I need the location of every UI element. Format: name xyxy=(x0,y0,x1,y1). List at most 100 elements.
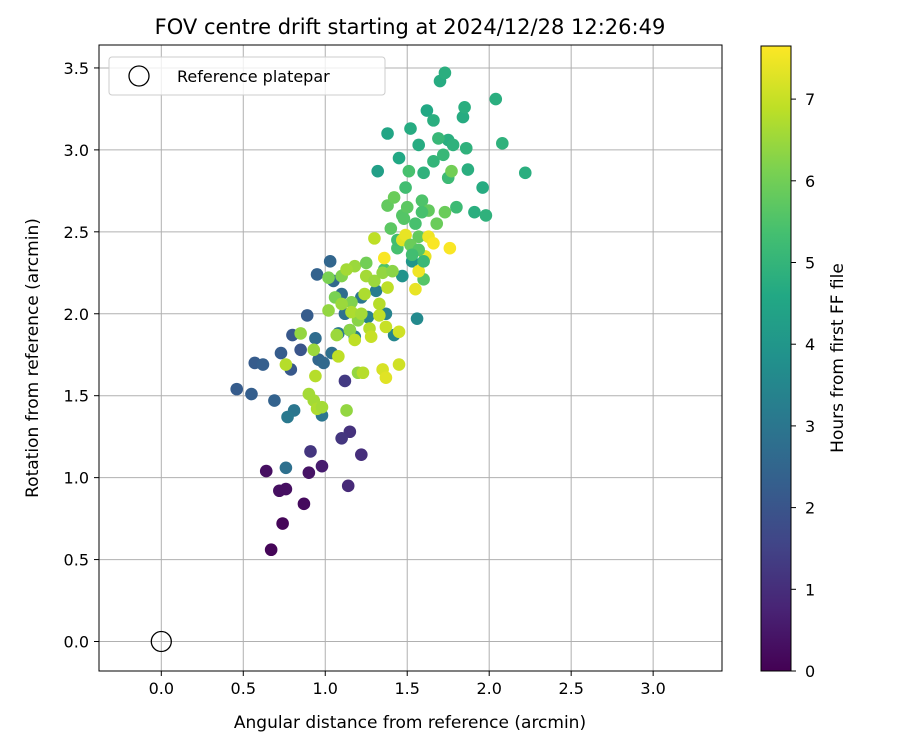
data-point xyxy=(379,320,393,334)
data-point xyxy=(294,343,307,357)
data-point xyxy=(399,228,412,242)
data-point xyxy=(412,230,425,244)
x-tick-label: 2.0 xyxy=(476,679,501,698)
data-point xyxy=(415,194,429,207)
colorbar-tick-label: 7 xyxy=(805,90,815,109)
data-point xyxy=(427,155,440,168)
data-point xyxy=(410,312,424,325)
data-point xyxy=(359,256,373,270)
data-point xyxy=(340,404,353,417)
colorbar-gradient xyxy=(760,45,792,672)
data-point xyxy=(373,309,386,322)
data-point xyxy=(317,356,330,370)
data-point xyxy=(341,479,355,493)
data-point xyxy=(335,431,348,445)
y-tick-label: 1.5 xyxy=(64,387,89,406)
data-point xyxy=(358,287,371,301)
data-point xyxy=(461,163,475,176)
data-point xyxy=(302,466,316,480)
data-point xyxy=(450,200,463,214)
data-point xyxy=(264,543,278,557)
colorbar-tick-label: 3 xyxy=(805,417,815,436)
data-point xyxy=(322,271,335,285)
data-point xyxy=(279,461,293,475)
data-point xyxy=(323,255,337,268)
data-point xyxy=(458,100,471,114)
data-point xyxy=(373,297,386,311)
data-point xyxy=(409,217,422,230)
x-tick-label: 2.5 xyxy=(558,679,583,698)
data-point xyxy=(355,307,368,321)
data-point xyxy=(343,323,357,337)
data-point xyxy=(405,248,419,262)
y-tick-label: 2.0 xyxy=(64,305,89,324)
data-point xyxy=(446,138,460,152)
x-tick-label: 1.5 xyxy=(394,679,419,698)
colorbar-ticks: 0 1 2 3 4 5 6 7 xyxy=(791,90,815,681)
data-point xyxy=(377,251,391,265)
y-axis-label: Rotation from reference (arcmin) xyxy=(23,218,43,498)
data-point xyxy=(397,212,411,226)
data-point xyxy=(402,164,416,178)
data-point xyxy=(412,264,425,278)
data-point xyxy=(430,217,444,230)
reference-platepar-point xyxy=(150,630,172,653)
data-point xyxy=(348,333,362,347)
data-point xyxy=(281,410,294,424)
data-point xyxy=(420,104,434,117)
data-point xyxy=(330,328,344,342)
data-point xyxy=(294,327,307,340)
colorbar: 0 1 2 3 4 5 6 7 Hours from first FF file xyxy=(760,45,848,681)
data-point xyxy=(399,181,412,194)
colorbar-label: Hours from first FF file xyxy=(828,263,848,453)
data-point xyxy=(256,358,270,371)
data-point xyxy=(417,255,430,268)
data-point xyxy=(279,358,293,371)
data-point xyxy=(368,274,381,288)
data-point xyxy=(400,200,414,214)
data-point xyxy=(322,304,335,317)
data-point xyxy=(356,366,370,380)
data-point xyxy=(315,459,329,473)
data-point xyxy=(268,394,281,407)
data-point xyxy=(438,205,452,219)
data-point xyxy=(307,343,321,357)
data-point xyxy=(445,164,458,178)
x-tick-label: 0.5 xyxy=(231,679,256,698)
data-point xyxy=(387,191,401,204)
y-axis-ticks: 0.0 0.5 1.0 1.5 2.0 2.5 3.0 3.5 xyxy=(64,59,99,652)
data-point xyxy=(443,241,457,255)
data-point xyxy=(259,464,273,478)
data-point xyxy=(438,66,452,80)
colorbar-tick-label: 5 xyxy=(805,254,815,273)
data-point xyxy=(279,482,293,496)
data-point xyxy=(230,382,244,396)
data-point xyxy=(427,236,440,250)
x-tick-label: 0.0 xyxy=(149,679,174,698)
chart-title: FOV centre drift starting at 2024/12/28 … xyxy=(155,15,666,39)
data-point xyxy=(274,346,288,360)
data-point xyxy=(392,325,406,339)
data-point xyxy=(310,268,324,281)
data-point xyxy=(381,281,394,294)
data-point xyxy=(335,297,348,311)
x-axis-label: Angular distance from reference (arcmin) xyxy=(234,713,586,733)
data-point xyxy=(468,205,481,219)
data-point xyxy=(386,264,399,278)
data-point xyxy=(415,205,429,219)
data-point xyxy=(364,330,378,343)
data-point xyxy=(412,138,425,152)
data-point xyxy=(479,209,493,222)
data-point xyxy=(404,122,417,135)
data-point xyxy=(392,151,406,165)
data-point xyxy=(345,295,358,309)
data-point xyxy=(371,164,385,178)
data-point xyxy=(297,497,311,511)
colorbar-tick-label: 0 xyxy=(805,662,815,681)
colorbar-tick-label: 6 xyxy=(805,172,815,191)
data-point xyxy=(309,369,322,383)
colorbar-tick-label: 1 xyxy=(805,580,815,599)
grid xyxy=(99,45,722,671)
data-point xyxy=(338,374,352,388)
y-tick-label: 2.5 xyxy=(64,223,89,242)
